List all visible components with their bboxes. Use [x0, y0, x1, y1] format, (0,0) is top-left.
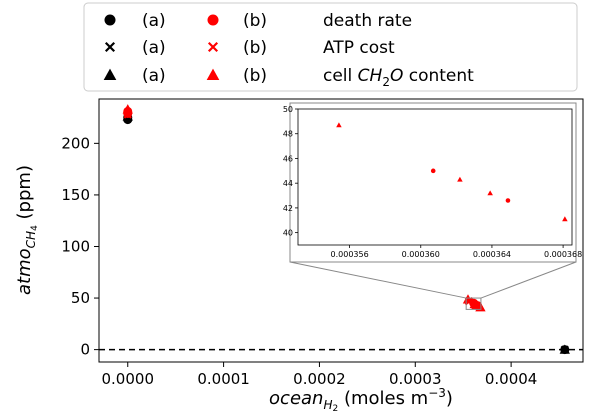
- x-tick-label: 0.0004: [485, 370, 538, 388]
- x-tick-label: 0.0003: [389, 370, 442, 388]
- point-b-triangle: [462, 294, 474, 304]
- zoom-connector-left: [289, 261, 467, 299]
- x-label-part: ): [446, 388, 453, 409]
- zoom-box: [465, 297, 482, 310]
- inset-point-triangle: [562, 216, 568, 222]
- inset-y-tick-label: 44: [283, 179, 293, 188]
- x-tick-label: 0.0001: [197, 370, 250, 388]
- x-label-part: ocean: [269, 388, 323, 409]
- inset-y-tick-label: 42: [283, 204, 293, 213]
- inset-y-tick-label: 46: [283, 154, 293, 163]
- legend-a-label: (a): [142, 11, 166, 31]
- legend-text-part: cell: [323, 66, 358, 86]
- y-label-sub: CH: [24, 231, 38, 248]
- legend-entry-text: cell CH2O content: [323, 66, 474, 89]
- zoom-connectors: [289, 261, 577, 310]
- legend: (a) (b) death rate (a) (b) ATP cost (a) (b) cell…: [83, 2, 578, 92]
- y-label-subsub: 4: [30, 225, 40, 231]
- legend-b-label: (b): [243, 11, 267, 31]
- x-label-sup: −3: [428, 386, 446, 400]
- x-label-sub: H: [323, 398, 332, 412]
- y-tick-label: 50: [71, 289, 90, 307]
- x-label-subsub: 2: [332, 404, 338, 414]
- legend-marker-a: [104, 41, 116, 53]
- y-label-part: atmo: [14, 248, 35, 295]
- legend-marker-b: [207, 14, 219, 26]
- legend-entry-text: death rate: [323, 11, 412, 31]
- legend-entry-text: ATP cost: [323, 38, 395, 58]
- legend-text-part: content: [403, 66, 474, 86]
- inset-point-triangle: [336, 122, 342, 128]
- inset-x-tick-label: 0.000364: [473, 250, 511, 259]
- zoom-connector-right: [480, 261, 577, 299]
- inset-point-triangle: [457, 176, 463, 182]
- inset-y-tick-label: 50: [283, 105, 293, 114]
- legend-text-part: CH: [358, 66, 383, 86]
- axis-labels: oceanH2 (moles m−3) atmoCH4 (ppm): [14, 165, 453, 414]
- legend-b-label: (b): [243, 66, 267, 86]
- x-tick-label: 0.0002: [293, 370, 346, 388]
- legend-a-label: (a): [142, 38, 166, 58]
- inset-x-tick-label: 0.000356: [331, 250, 369, 259]
- plot-frame: [98, 98, 584, 363]
- x-label-part: (moles m: [338, 388, 428, 409]
- inset-point-circle: [430, 168, 436, 174]
- legend-marker-b: [206, 68, 220, 81]
- point-b-triangle: [122, 104, 133, 114]
- legend-marker-a: [104, 14, 116, 26]
- y-tick-label: 0: [80, 341, 90, 359]
- inset-point-triangle: [487, 190, 493, 196]
- x-tick-label: 0.0000: [102, 370, 155, 388]
- legend-frame: [83, 2, 578, 92]
- point-a-triangle: [559, 344, 570, 354]
- inset-plot: 0.000356 0.000360 0.000364 0.000368 40 42 44 46…: [283, 102, 582, 263]
- inset-x-tick-label: 0.000368: [544, 250, 582, 259]
- legend-text-part: O: [390, 66, 403, 86]
- inset-x-tick-label: 0.000360: [402, 250, 440, 259]
- legend-marker-b: [207, 41, 219, 53]
- inset-frame: [297, 108, 573, 246]
- inset-y-tick-label: 40: [283, 229, 293, 238]
- inset-y-tick-label: 48: [283, 130, 293, 139]
- y-tick-label: 150: [61, 186, 90, 204]
- inset-point-circle: [505, 198, 511, 203]
- legend-a-label: (a): [142, 66, 166, 86]
- y-label-part: (ppm): [14, 165, 35, 225]
- y-tick-label: 200: [61, 134, 90, 152]
- legend-b-label: (b): [243, 38, 267, 58]
- y-tick-label: 100: [61, 237, 90, 255]
- legend-marker-a: [103, 68, 117, 81]
- x-axis-label: oceanH2 (moles m−3): [269, 386, 453, 414]
- legend-text-sub: 2: [382, 75, 390, 89]
- y-axis-label: atmoCH4 (ppm): [14, 165, 40, 295]
